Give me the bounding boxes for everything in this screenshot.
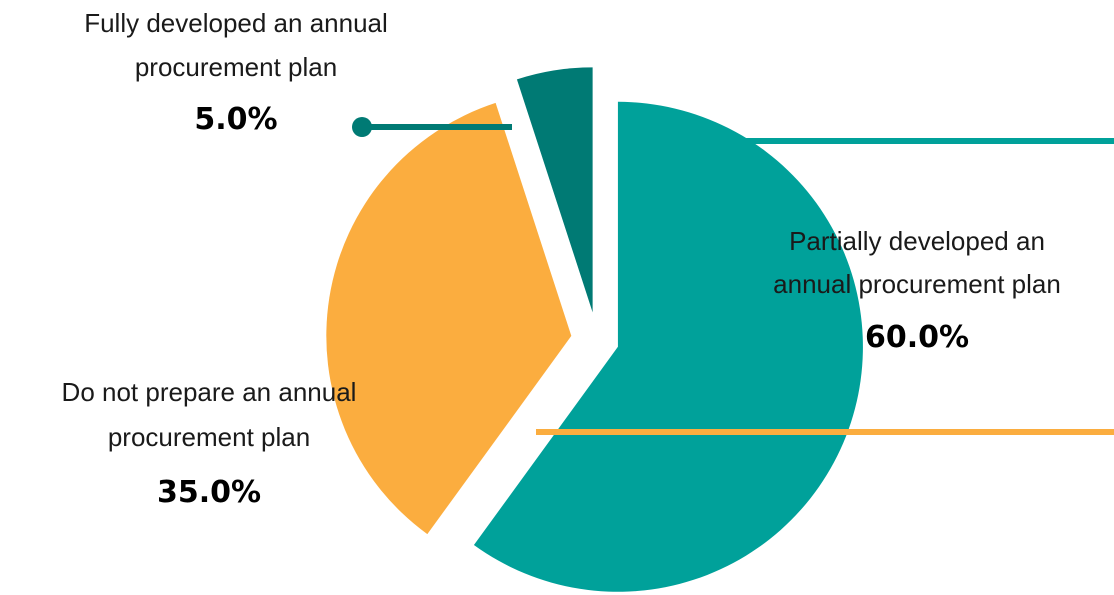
pie-slice-full: [516, 67, 593, 313]
pie-slices: [326, 67, 863, 592]
label-partial-line1: Partially developed an: [789, 226, 1045, 256]
label-none-line2: procurement plan: [108, 422, 310, 452]
pie-slice-none: [326, 102, 572, 535]
pie-slice-partial: [473, 101, 863, 592]
label-full-line1: Fully developed an annual: [84, 8, 388, 38]
value-partial: 60.0%: [865, 320, 969, 355]
label-full-line2: procurement plan: [135, 52, 337, 82]
value-none: 35.0%: [157, 475, 261, 510]
leader-dot-full: [352, 117, 372, 137]
slice-labels: Fully developed an annual procurement pl…: [62, 8, 1061, 510]
label-partial-line2: annual procurement plan: [773, 269, 1061, 299]
value-full: 5.0%: [194, 102, 277, 137]
leader-lines: [352, 117, 1114, 435]
label-none-line1: Do not prepare an annual: [62, 377, 357, 407]
